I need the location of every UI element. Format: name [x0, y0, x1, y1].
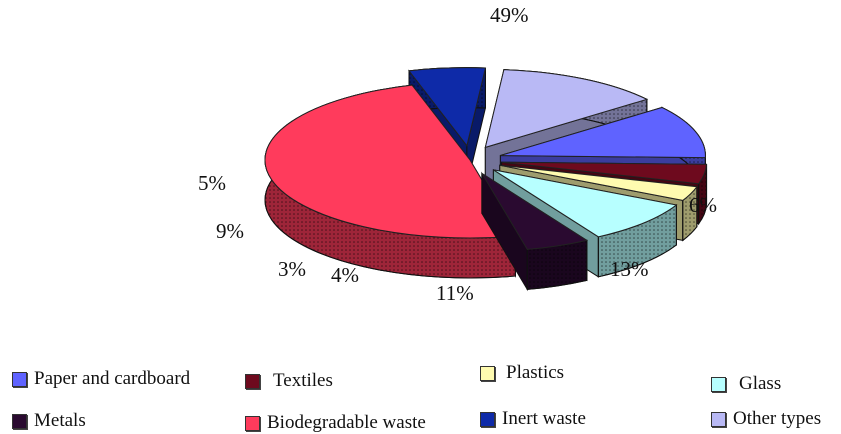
legend-item-paper: Paper and cardboard [12, 368, 190, 390]
legend-label-other: Other types [733, 408, 822, 429]
legend-swatch-metals [12, 413, 27, 429]
legend-label-plastics: Plastics [506, 362, 565, 383]
pie-slice-4 [481, 171, 589, 292]
slice-label-5: 49% [490, 3, 529, 27]
legend-swatch-glass [711, 376, 726, 392]
legend-item-plastics: Plastics [480, 362, 564, 384]
legend-swatch-other [711, 411, 726, 427]
legend-swatch-textiles [245, 373, 260, 389]
legend-label-inert: Inert waste [502, 408, 586, 429]
legend-swatch-inert [480, 411, 495, 427]
slice-label-0: 11% [436, 281, 474, 305]
legend-label-paper: Paper and cardboard [34, 368, 191, 389]
legend-item-textiles: Textiles [245, 370, 333, 392]
legend-item-biodegradable: Biodegradable waste [245, 412, 426, 434]
slice-label-2: 3% [278, 257, 306, 281]
slice-label-4: 5% [198, 171, 226, 195]
legend-swatch-biodegradable [245, 415, 260, 431]
legend-item-metals: Metals [12, 410, 86, 432]
slice-label-1: 4% [331, 263, 359, 287]
slice-label-7: 13% [610, 257, 649, 281]
slice-label-6: 6% [689, 193, 717, 217]
legend-swatch-paper [12, 371, 27, 387]
legend-item-other: Other types [711, 408, 821, 430]
slice-label-3: 9% [216, 219, 244, 243]
legend-label-glass: Glass [739, 373, 782, 394]
legend-item-inert: Inert waste [480, 408, 586, 430]
legend-label-metals: Metals [34, 410, 86, 431]
legend-label-biodegradable: Biodegradable waste [267, 412, 426, 433]
legend-swatch-plastics [480, 365, 495, 381]
legend-label-textiles: Textiles [273, 370, 333, 391]
legend-item-glass: Glass [711, 373, 781, 395]
